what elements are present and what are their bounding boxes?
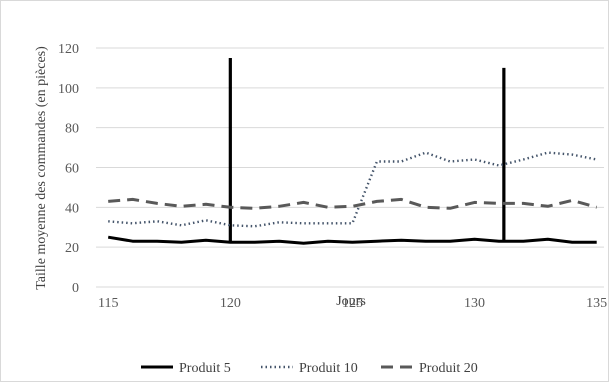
series-line-1 (107, 235, 597, 245)
y-tick-label: 0 (72, 281, 79, 296)
legend-label: Produit 10 (299, 361, 358, 376)
x-tick-label: 130 (464, 296, 485, 311)
series-line-3 (108, 197, 598, 210)
legend-label: Produit 5 (179, 361, 231, 376)
series-line-2 (108, 151, 597, 228)
series-lines (107, 57, 598, 245)
y-tick-label: 20 (65, 241, 79, 256)
y-tick-labels: 0 20 40 60 80 100 120 (58, 42, 79, 296)
x-tick-label: 120 (220, 296, 241, 311)
x-tick-label: 125 (342, 296, 363, 311)
x-axis-label: Jours (336, 294, 366, 309)
legend: Produit 5 Produit 10 Produit 20 (141, 361, 478, 376)
grid-lines (96, 47, 604, 288)
legend-label: Produit 20 (419, 361, 478, 376)
x-tick-label: 115 (98, 296, 118, 311)
y-axis-label: Taille moyenne des commandes (en pièces) (34, 46, 49, 290)
y-tick-label: 80 (65, 122, 79, 137)
y-tick-label: 120 (58, 42, 79, 57)
y-tick-label: 40 (65, 201, 79, 216)
x-tick-labels: 115 120 125 130 135 (98, 296, 607, 311)
y-tick-label: 60 (65, 162, 79, 177)
x-tick-label: 135 (586, 296, 607, 311)
y-tick-label: 100 (58, 82, 79, 97)
